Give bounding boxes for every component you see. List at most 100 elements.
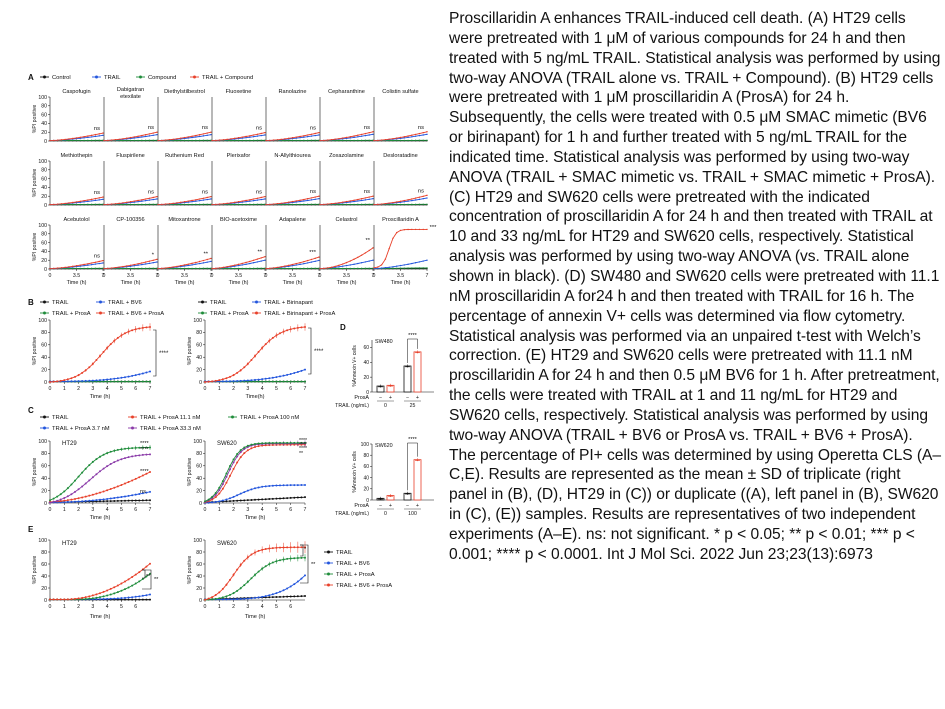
panel-a-plot-16-point-trail-compound [210, 257, 212, 260]
panel-a-plot-18-point-compound [280, 267, 282, 270]
panel-a-plot-15-point-trail-compound [110, 267, 113, 269]
panel-a-plot-5-point-trail-compound [364, 132, 367, 135]
panel-c-ht29-point-prosa-100 [106, 452, 109, 455]
panel-a-plot-18-point-trail [318, 259, 320, 262]
panel-a-plot-8-point-trail [141, 200, 143, 202]
panel-c-ht29-point-trail [138, 499, 141, 502]
panel-c-ht29-point-prosa-33-3 [84, 482, 87, 485]
panel-b-right-point-prosa [279, 380, 281, 383]
panel-e-sw620-point-prosa [221, 596, 224, 599]
panel-a-plot-3-point-trail-compound [260, 132, 262, 135]
panel-a-plot-17-xtick-label: 0 [211, 273, 214, 279]
panel-a-plot-17-point-trail-compound [234, 264, 236, 266]
panel-b-right-point-smac [250, 379, 253, 382]
panel-c-sw620-point-prosa-100 [264, 442, 267, 445]
panel-a-plot-4-point-compound [288, 139, 290, 142]
panel-a-plot-14-point-trail-compound [68, 266, 70, 268]
panel-c-ht29-point-prosa-33-3 [99, 470, 101, 473]
panel-a-xlabel: Time (h) [175, 280, 195, 286]
panel-a-plot-18-point-trail-compound [265, 267, 267, 270]
panel-e-ht29-point-bv6-prosa [149, 562, 151, 565]
panel-a-plot-15-point-compound [133, 267, 135, 270]
panel-e-ht29-ylabel: %PI positive [32, 556, 38, 585]
panel-b-right-point-smac [229, 380, 231, 383]
panel-a-plot-13-point-trail [399, 201, 402, 203]
panel-b-left-point-smac-prosa [56, 380, 59, 383]
panel-a-plot-13-point-trail-compound [380, 203, 383, 205]
panel-a-plot-13-point-trail [414, 199, 417, 201]
panel-a-plot-4-point-trail-compound [269, 139, 271, 142]
panel-a-plot-3-point-compound [237, 139, 240, 142]
panel-d-sw480-bar [413, 351, 422, 393]
panel-c-sw620-point-trail [286, 497, 289, 500]
panel-a-plot-18-point-trail-compound [280, 266, 282, 268]
panel-c-ht29-point-prosa-11-1 [95, 492, 98, 495]
panel-a-plot-2-point-trail [195, 136, 197, 138]
panel-e-ht29-point-trail [138, 598, 141, 601]
panel-b-left-point-smac [134, 374, 137, 377]
panel-c-sw620-point-prosa-100 [268, 442, 271, 445]
panel-c-ht29-point-prosa-33-3 [81, 485, 84, 488]
panel-a-plot-2-point-trail-compound [206, 132, 208, 134]
panel-e-ht29-point-prosa [91, 597, 94, 600]
panel-a-plot-3-point-compound [249, 139, 251, 142]
panel-e-ht29-point-prosa [106, 594, 109, 597]
panel-e-ht29-point-prosa [149, 572, 151, 575]
panel-c-ht29-point-prosa-100 [77, 475, 80, 478]
panel-a-plot-0-ytick-label: 60 [41, 112, 47, 118]
panel-b-left-point-smac-prosa [102, 350, 105, 353]
panel-e-sw620-point-bv6-prosa [225, 583, 228, 586]
panel-letter-E: E [28, 525, 34, 534]
panel-a-plot-15-point-trail-compound [103, 267, 105, 270]
panel-a-plot-5-point-compound [349, 139, 351, 142]
panel-b-right-point-smac-prosa [264, 343, 267, 346]
panel-a-plot-13-point-trail [422, 198, 424, 200]
panel-a-plot-5-point-trail-compound [323, 139, 325, 142]
panel-a-plot-12-point-trail-compound [330, 203, 333, 205]
panel-e-sw620-point-bv6-prosa [218, 591, 221, 594]
panel-c-sw620-xtick-label: 3 [246, 507, 249, 513]
panel-c-sw620-point-prosa-3-7 [211, 501, 214, 504]
panel-b-left-point-prosa [127, 380, 130, 383]
panel-a-plot-20-point-compound [422, 267, 424, 269]
panel-c-ht29-point-prosa-3-7 [91, 499, 94, 502]
panel-a-plot-14-point-trail-compound [90, 262, 93, 264]
panel-a-plot-20-point-compound [418, 267, 421, 269]
panel-a-plot-14-point-compound [98, 267, 100, 270]
panel-b-left-legend-item: TRAIL [52, 300, 69, 306]
panel-a-plot-2-point-compound [176, 139, 178, 142]
panel-a-plot-13-point-trail-compound [418, 196, 421, 198]
panel-b-right-point-smac [282, 374, 285, 377]
panel-c-sw620-xtick-label: 2 [232, 507, 235, 513]
panel-e-ht29-point-bv6 [106, 597, 109, 600]
panel-a-plot-1-point-compound [129, 139, 132, 142]
panel-b-right-point-smac [236, 379, 239, 382]
panel-a-plot-13-point-trail-compound [384, 202, 387, 205]
panel-c-ht29-point-prosa-11-1 [70, 498, 73, 501]
panel-a-plot-significance: ** [365, 238, 370, 244]
panel-c-ht29-point-prosa-33-3 [138, 454, 141, 457]
panel-c-sw620-point-prosa-3-7 [250, 488, 253, 491]
panel-a-plot-significance: *** [430, 225, 438, 231]
panel-e-ht29-point-bv6 [134, 595, 137, 598]
panel-c-ht29-xtick-label: 1 [63, 507, 66, 513]
panel-c-sw620-point-prosa-33-3 [225, 475, 228, 478]
panel-a-plot-19-point-trail-compound [357, 256, 359, 258]
panel-c-ht29-ytick-label: 40 [41, 476, 47, 482]
panel-c-ht29-point-prosa-11-1 [84, 495, 87, 498]
panel-a-plot-12-point-trail-compound [357, 198, 359, 201]
panel-b-left-point-smac [99, 379, 101, 382]
panel-b-right-legend-item-marker [255, 300, 258, 304]
panel-a-plot-17-point-trail [237, 264, 240, 267]
panel-b-right-point-smac-prosa [300, 326, 303, 329]
panel-a-plot-4-point-trail-compound [299, 135, 301, 138]
panel-b-left-xtick-label: 4 [106, 386, 109, 392]
panel-a-plot-7-point-trail-compound [87, 199, 89, 201]
panel-d-sw480-point [408, 365, 410, 368]
panel-b-left-point-prosa [113, 380, 116, 383]
panel-b-right-point-smac [275, 376, 278, 379]
panel-c-sw620-point-prosa-11-1 [221, 487, 224, 490]
panel-c-ht29-point-prosa-33-3 [74, 490, 76, 493]
panel-e-sw620-point-bv6 [293, 583, 296, 586]
panel-e-sw620-point-bv6-prosa [293, 546, 296, 549]
